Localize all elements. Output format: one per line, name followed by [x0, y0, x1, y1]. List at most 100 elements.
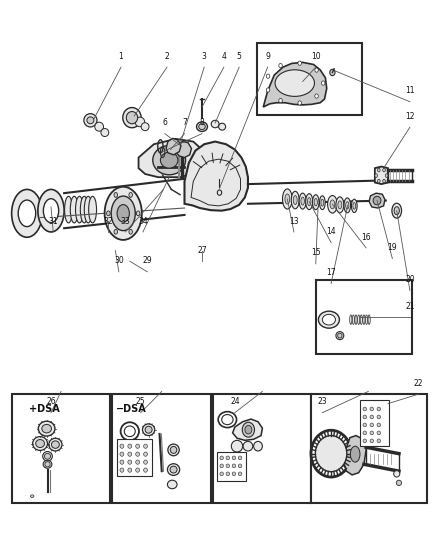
Ellipse shape — [391, 203, 401, 218]
Ellipse shape — [219, 464, 223, 468]
Ellipse shape — [49, 438, 62, 451]
Ellipse shape — [219, 456, 223, 460]
Text: 31: 31 — [48, 216, 58, 225]
Text: 21: 21 — [404, 302, 413, 311]
Ellipse shape — [314, 198, 317, 206]
Ellipse shape — [357, 315, 359, 325]
Ellipse shape — [372, 196, 380, 205]
Text: 2: 2 — [164, 52, 169, 61]
Ellipse shape — [297, 101, 301, 105]
Text: 29: 29 — [142, 256, 152, 265]
Text: 11: 11 — [404, 86, 413, 95]
Ellipse shape — [43, 461, 52, 469]
Ellipse shape — [196, 122, 207, 132]
Ellipse shape — [123, 108, 141, 128]
Ellipse shape — [282, 189, 291, 209]
Ellipse shape — [393, 471, 399, 477]
Ellipse shape — [307, 198, 310, 206]
Ellipse shape — [367, 315, 369, 325]
Ellipse shape — [160, 152, 177, 168]
Ellipse shape — [314, 435, 346, 472]
Ellipse shape — [143, 468, 147, 472]
Ellipse shape — [219, 472, 223, 475]
Ellipse shape — [84, 114, 97, 127]
Ellipse shape — [135, 468, 139, 472]
Ellipse shape — [377, 168, 379, 172]
Ellipse shape — [198, 124, 205, 130]
Ellipse shape — [127, 452, 131, 456]
Ellipse shape — [393, 207, 399, 215]
Polygon shape — [184, 142, 247, 211]
Ellipse shape — [127, 460, 131, 464]
Ellipse shape — [314, 94, 318, 98]
Ellipse shape — [129, 192, 132, 197]
Bar — [256, 43, 361, 115]
Ellipse shape — [238, 472, 241, 475]
Ellipse shape — [300, 197, 304, 205]
Ellipse shape — [369, 407, 373, 411]
Ellipse shape — [362, 315, 364, 325]
Ellipse shape — [352, 315, 354, 325]
Ellipse shape — [127, 444, 131, 448]
Bar — [12, 394, 110, 503]
Ellipse shape — [38, 189, 64, 232]
Text: 10: 10 — [310, 52, 320, 61]
Ellipse shape — [337, 333, 341, 338]
Ellipse shape — [243, 441, 252, 451]
Ellipse shape — [396, 480, 401, 486]
Ellipse shape — [18, 200, 35, 227]
Ellipse shape — [335, 197, 343, 213]
Ellipse shape — [211, 120, 219, 128]
Ellipse shape — [232, 464, 235, 468]
Ellipse shape — [362, 439, 366, 443]
Polygon shape — [368, 193, 384, 208]
Ellipse shape — [376, 439, 380, 443]
Ellipse shape — [244, 425, 251, 434]
Ellipse shape — [376, 431, 380, 435]
Text: 33: 33 — [120, 216, 130, 225]
Ellipse shape — [44, 454, 50, 459]
Ellipse shape — [231, 440, 242, 452]
Ellipse shape — [120, 468, 124, 472]
Ellipse shape — [70, 196, 78, 223]
Text: 17: 17 — [325, 268, 335, 277]
Ellipse shape — [354, 315, 357, 325]
Ellipse shape — [42, 424, 51, 433]
Ellipse shape — [329, 200, 334, 209]
Ellipse shape — [337, 201, 341, 209]
Text: 20: 20 — [404, 275, 414, 284]
Ellipse shape — [43, 199, 59, 223]
Ellipse shape — [120, 444, 124, 448]
Text: 30: 30 — [114, 256, 124, 265]
Text: 6: 6 — [162, 118, 167, 127]
Ellipse shape — [385, 174, 387, 177]
Text: 3: 3 — [201, 52, 206, 61]
Ellipse shape — [226, 464, 229, 468]
Ellipse shape — [30, 495, 34, 497]
Ellipse shape — [278, 99, 282, 103]
Ellipse shape — [362, 415, 366, 419]
Ellipse shape — [359, 315, 361, 325]
Bar — [117, 439, 151, 477]
Ellipse shape — [135, 444, 139, 448]
Bar — [217, 451, 245, 481]
Ellipse shape — [335, 332, 343, 340]
Polygon shape — [374, 166, 387, 184]
Text: 9: 9 — [265, 52, 269, 61]
Ellipse shape — [350, 446, 359, 462]
Ellipse shape — [64, 196, 72, 223]
Text: −DSA: −DSA — [116, 404, 146, 414]
Ellipse shape — [284, 194, 289, 204]
Ellipse shape — [114, 192, 117, 197]
Text: 15: 15 — [310, 248, 320, 257]
Ellipse shape — [298, 193, 305, 209]
Ellipse shape — [129, 229, 132, 234]
Ellipse shape — [266, 74, 269, 78]
Ellipse shape — [312, 195, 318, 209]
Ellipse shape — [167, 444, 179, 456]
Ellipse shape — [320, 199, 323, 206]
Ellipse shape — [226, 456, 229, 460]
Ellipse shape — [51, 441, 59, 448]
Ellipse shape — [12, 189, 42, 237]
Ellipse shape — [362, 431, 366, 435]
